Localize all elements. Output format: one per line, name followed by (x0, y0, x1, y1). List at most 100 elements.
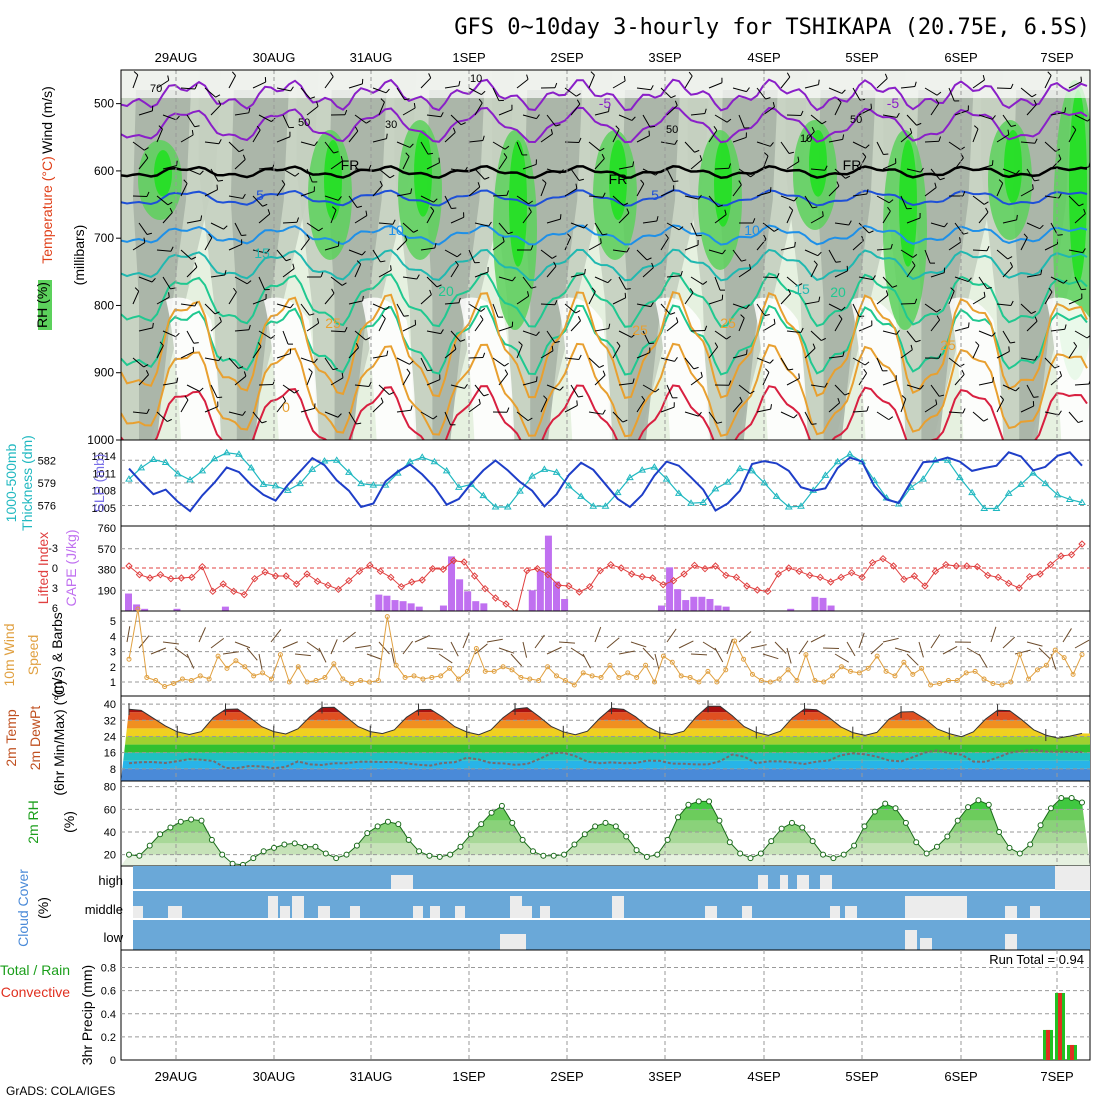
wind-barb-flag (528, 200, 533, 205)
wind-barb (180, 351, 194, 359)
wind-barb-flag (892, 285, 898, 288)
wind-barb-flag (386, 133, 388, 139)
surface-wind-barb (594, 626, 602, 643)
wind-barb (450, 168, 465, 172)
wind-barb (996, 134, 1010, 143)
date-label-top: 31AUG (350, 50, 393, 65)
wind-barb-flag (208, 233, 213, 239)
wind-barb (306, 222, 319, 232)
thickness-point (1078, 498, 1086, 505)
wind-barb (642, 168, 656, 176)
wind-barb-flag (380, 98, 385, 103)
rh-point (188, 816, 195, 823)
date-label-bottom: 5SEP (845, 1069, 878, 1084)
surface-wind-barb (822, 647, 840, 650)
wind-barb (684, 292, 694, 305)
wind-barb (258, 167, 273, 170)
wind-barb-flag (938, 136, 942, 142)
wind-speed-point (349, 681, 355, 687)
wind-barb (330, 209, 337, 224)
wind-barb-flag (578, 354, 582, 360)
wind-barb-flag (168, 292, 170, 298)
wind-barb (162, 330, 176, 338)
wind-barb (450, 114, 462, 126)
rh-point (1037, 822, 1044, 829)
wind-barb (930, 319, 941, 332)
wind-barb-flag (199, 387, 204, 392)
wind-barb (810, 384, 825, 388)
wind-barb-flag (242, 411, 246, 416)
thickness-point (308, 465, 317, 472)
wind-speed-point (251, 673, 257, 679)
wind-barb-flag (1080, 76, 1082, 82)
thickness-tick-label: 576 (38, 500, 56, 512)
wind-barb (948, 87, 955, 102)
wind-barb (666, 105, 678, 116)
wind-barb (468, 87, 482, 96)
lifted-index-point (732, 573, 741, 582)
thickness-point (589, 502, 598, 509)
wind-speed-point (197, 673, 203, 679)
wind-speed-point (233, 658, 239, 664)
wind-speed-point (224, 665, 230, 671)
side-axis-title: Lifted Index (35, 532, 51, 604)
wind-barb (564, 303, 577, 314)
wind-speed-point (990, 681, 996, 687)
wind-barb-flag (331, 288, 335, 294)
wind-barb (348, 83, 363, 89)
wind-barb (324, 411, 339, 418)
wind-barb-flag (797, 156, 800, 162)
wind-speed-point (429, 674, 435, 680)
contour-label: 15 (254, 245, 270, 261)
temperature-contour (121, 271, 1088, 328)
surface-wind-barb (294, 653, 311, 657)
wind-barb-flag (134, 287, 140, 292)
wind-barb (924, 187, 937, 197)
wind-barb (786, 377, 800, 386)
side-axis-title: CAPE (J/kg) (63, 529, 79, 606)
wind-barb (156, 296, 170, 305)
wind-barb-flag (256, 125, 261, 131)
wind-barb-flag (1064, 107, 1067, 113)
wind-barb-flag (308, 368, 313, 373)
surface-wind-barb (126, 626, 131, 643)
temp-tick-label: 24 (104, 731, 116, 743)
wind-barb (714, 167, 730, 170)
wind-barb-flag (430, 206, 435, 212)
wind-barb (300, 87, 311, 99)
wind-barb-flag (403, 315, 409, 317)
wind-barb (516, 344, 523, 359)
wind-barb-flag (344, 109, 348, 115)
wind-barb-flag (333, 151, 339, 154)
wind-barb-flag (786, 72, 791, 78)
lifted-index-point (408, 578, 416, 586)
wind-barb-flag (694, 149, 700, 153)
wind-speed-point (598, 674, 604, 680)
thickness-point (968, 488, 976, 496)
side-axis-title: 2m Temp (3, 709, 19, 767)
wind-barb-flag (456, 253, 462, 258)
cloud-separator (133, 889, 1090, 891)
surface-wind-barb (306, 641, 321, 652)
lifted-index-point (837, 573, 845, 582)
cloud-cell (780, 875, 788, 889)
date-label-bottom: 31AUG (350, 1069, 393, 1084)
wind-barb-flag (368, 381, 372, 387)
thickness-point (638, 466, 647, 473)
lifted-index-point (648, 574, 657, 582)
wind-barb (708, 82, 723, 89)
thickness-line (128, 452, 1083, 510)
wind-barb-flag (1032, 184, 1034, 190)
wind-speed-point (571, 682, 577, 688)
wind-barb (546, 114, 557, 127)
wind-barb-flag (527, 417, 533, 422)
surface-wind-barb (738, 631, 752, 643)
wind-barb-flag (555, 124, 561, 127)
wind-barb (180, 249, 192, 260)
wind-barb-flag (488, 221, 492, 227)
lifted-index-point (460, 558, 468, 566)
precip-convective-bar (1046, 1029, 1050, 1060)
wind-barb (708, 130, 718, 143)
wind-barb-flag (257, 342, 262, 347)
wind-barb-flag (576, 99, 581, 105)
